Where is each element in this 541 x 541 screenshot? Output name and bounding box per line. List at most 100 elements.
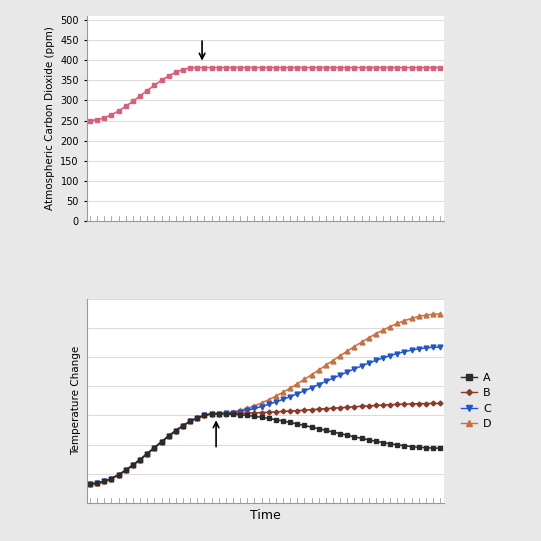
D [122, 467, 129, 473]
D [144, 451, 150, 457]
C [322, 378, 329, 385]
B [344, 404, 351, 411]
B [337, 405, 344, 411]
C [337, 372, 344, 378]
B [430, 400, 436, 407]
B [329, 405, 336, 411]
D [194, 414, 201, 421]
A [415, 444, 422, 451]
C [237, 408, 243, 415]
A [151, 445, 157, 451]
B [408, 400, 415, 407]
A [430, 445, 436, 451]
A [215, 411, 222, 417]
A [237, 412, 243, 418]
D [415, 313, 422, 320]
B [437, 400, 444, 407]
D [394, 320, 400, 327]
C [287, 393, 293, 400]
B [130, 462, 136, 469]
A [437, 445, 444, 451]
C [301, 387, 308, 394]
A [187, 418, 193, 425]
C [208, 411, 215, 417]
A [258, 414, 265, 420]
B [222, 410, 229, 417]
A [273, 417, 279, 423]
A [251, 413, 258, 420]
D [87, 481, 93, 487]
A [287, 419, 293, 426]
B [301, 407, 308, 413]
C [415, 346, 422, 352]
D [301, 376, 308, 382]
B [94, 480, 101, 486]
B [365, 403, 372, 409]
C [159, 439, 165, 445]
B [237, 410, 243, 417]
D [130, 462, 136, 469]
C [251, 405, 258, 412]
D [244, 405, 250, 412]
D [115, 472, 122, 478]
A [351, 433, 358, 440]
B [151, 445, 157, 451]
B [373, 402, 379, 408]
B [215, 411, 222, 417]
C [130, 462, 136, 469]
A [387, 440, 393, 447]
C [315, 381, 322, 388]
D [351, 344, 358, 350]
A [108, 476, 115, 482]
Legend: A, B, C, D: A, B, C, D [456, 368, 496, 434]
D [159, 439, 165, 445]
C [87, 481, 93, 487]
Line: A: A [88, 412, 442, 486]
C [115, 472, 122, 478]
B [280, 408, 286, 415]
B [394, 401, 400, 407]
B [308, 406, 315, 413]
C [108, 476, 115, 482]
C [437, 344, 444, 351]
C [222, 410, 229, 417]
C [423, 345, 429, 351]
X-axis label: Time: Time [250, 509, 280, 522]
C [387, 352, 393, 359]
D [94, 480, 101, 486]
C [94, 480, 101, 486]
A [337, 431, 344, 437]
D [287, 385, 293, 391]
C [351, 366, 358, 372]
A [244, 412, 250, 419]
A [122, 467, 129, 473]
D [337, 353, 344, 359]
C [194, 414, 201, 421]
C [151, 445, 157, 451]
D [215, 410, 222, 417]
C [144, 451, 150, 457]
C [201, 412, 208, 419]
A [180, 423, 186, 429]
D [437, 311, 444, 317]
B [187, 418, 193, 425]
B [351, 404, 358, 410]
D [258, 400, 265, 406]
A [358, 435, 365, 441]
Y-axis label: Temperature Change: Temperature Change [71, 346, 81, 456]
A [101, 478, 108, 485]
D [173, 427, 179, 434]
B [108, 476, 115, 482]
C [258, 403, 265, 410]
B [387, 401, 393, 408]
B [251, 410, 258, 416]
B [201, 412, 208, 419]
B [87, 481, 93, 487]
A [144, 451, 150, 457]
D [373, 331, 379, 337]
C [430, 344, 436, 351]
A [301, 422, 308, 428]
B [159, 439, 165, 445]
C [215, 411, 222, 417]
A [423, 445, 429, 451]
